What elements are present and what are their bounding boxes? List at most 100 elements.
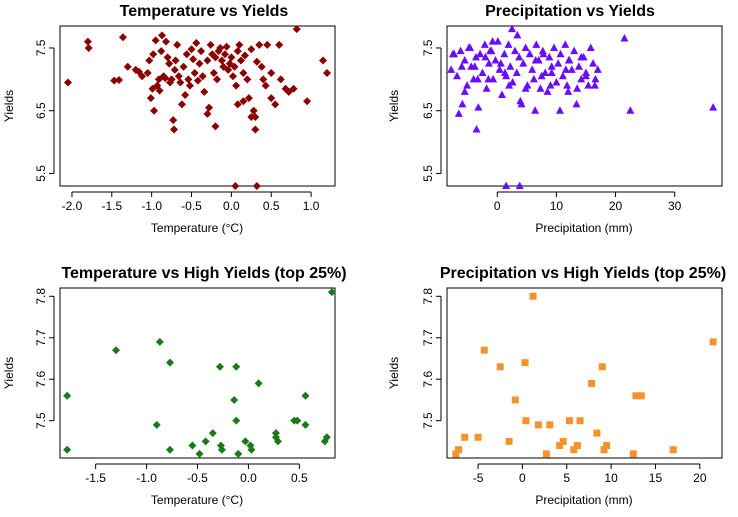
- data-point: [555, 106, 564, 114]
- y-axis-label: Yields: [387, 90, 401, 122]
- y-tick-label: 7.7: [421, 329, 435, 346]
- data-point: [472, 125, 481, 133]
- data-point: [63, 78, 72, 87]
- y-tick-label: 5.5: [34, 165, 48, 182]
- data-point: [233, 100, 242, 109]
- data-point: [554, 59, 563, 67]
- data-point: [195, 59, 204, 68]
- data-point: [227, 53, 236, 62]
- data-point: [511, 396, 519, 404]
- data-point: [573, 84, 582, 92]
- data-point: [217, 56, 226, 65]
- data-point: [167, 75, 176, 84]
- x-tick-label: 0: [494, 199, 501, 213]
- y-tick-label: 7.5: [421, 412, 435, 429]
- data-point: [532, 40, 541, 48]
- data-point: [208, 429, 217, 438]
- data-point: [584, 81, 593, 89]
- data-point: [252, 182, 261, 190]
- x-axis: 0 10 20 30: [494, 191, 682, 213]
- chart-title: Temperature vs High Yields (top 25%): [61, 265, 346, 282]
- x-tick-label: 1.0: [303, 199, 320, 213]
- x-tick-label: 10: [550, 199, 564, 213]
- data-point: [110, 76, 119, 85]
- x-tick-label: -1.0: [136, 471, 157, 485]
- data-point: [488, 37, 497, 45]
- data-points: [447, 24, 718, 189]
- data-point: [123, 62, 132, 71]
- data-point: [550, 43, 559, 51]
- data-point: [515, 181, 524, 189]
- data-point: [257, 62, 266, 71]
- data-point: [561, 65, 570, 73]
- data-point: [211, 122, 220, 131]
- x-tick-label: -5: [473, 471, 484, 485]
- data-point: [149, 50, 158, 59]
- data-point: [151, 36, 160, 45]
- data-point: [224, 65, 233, 74]
- data-point: [171, 56, 180, 65]
- data-point: [163, 53, 172, 62]
- data-point: [593, 65, 602, 73]
- data-point: [203, 56, 212, 65]
- data-point: [481, 52, 490, 61]
- data-point: [217, 445, 226, 454]
- data-point: [484, 74, 493, 83]
- data-point: [255, 40, 264, 49]
- data-point: [516, 96, 525, 105]
- data-point: [574, 62, 583, 70]
- data-point: [118, 33, 127, 42]
- data-point: [301, 391, 310, 400]
- data-point: [669, 446, 677, 454]
- data-point: [170, 65, 179, 74]
- data-point: [143, 69, 152, 78]
- data-point: [222, 42, 231, 51]
- data-point: [203, 109, 212, 118]
- data-point: [271, 429, 280, 438]
- data-point: [239, 69, 248, 78]
- data-point: [581, 71, 590, 80]
- data-point: [552, 77, 561, 86]
- chart-title: Precipitation vs High Yields (top 25%): [440, 265, 726, 282]
- data-point: [247, 45, 256, 54]
- x-axis: -1.5 -1.0 -0.5 0.0 0.5: [85, 463, 308, 485]
- data-point: [519, 59, 528, 67]
- data-point: [506, 62, 515, 70]
- data-point: [169, 116, 178, 125]
- data-point: [157, 47, 166, 56]
- data-point: [480, 346, 488, 354]
- data-point: [586, 43, 595, 51]
- x-tick-label: 20: [609, 199, 623, 213]
- data-point: [185, 81, 194, 90]
- data-point: [158, 31, 167, 40]
- y-axis: 7.5 7.6 7.7 7.8: [34, 288, 55, 429]
- data-point: [259, 75, 268, 84]
- x-axis-label: Temperature (°C): [151, 221, 243, 235]
- x-tick-label: 0.0: [223, 199, 240, 213]
- data-point: [556, 49, 565, 58]
- data-point: [273, 437, 282, 446]
- panel-temperature-vs-yields: Temperature vs Yields -2.0 -1.5 -1.0 -0.5 0.…: [2, 3, 336, 235]
- data-point: [561, 40, 570, 48]
- x-axis-label: Precipitation (mm): [535, 493, 632, 507]
- data-point: [232, 81, 241, 90]
- y-tick-label: 7.8: [421, 288, 435, 305]
- data-point: [454, 109, 463, 117]
- plot-frame: [59, 287, 336, 459]
- x-tick-label: -1.0: [141, 199, 162, 213]
- data-point: [511, 46, 520, 55]
- data-point: [112, 346, 121, 355]
- data-point: [244, 94, 253, 103]
- plot-frame: [446, 287, 723, 459]
- data-points: [452, 292, 717, 458]
- data-point: [276, 75, 285, 84]
- data-point: [150, 106, 159, 115]
- data-point: [521, 84, 530, 92]
- data-point: [480, 40, 489, 48]
- data-point: [197, 47, 206, 56]
- data-point: [193, 76, 202, 85]
- x-tick-label: -0.5: [187, 471, 208, 485]
- data-point: [598, 363, 606, 371]
- data-point: [181, 91, 190, 100]
- data-point: [458, 99, 467, 108]
